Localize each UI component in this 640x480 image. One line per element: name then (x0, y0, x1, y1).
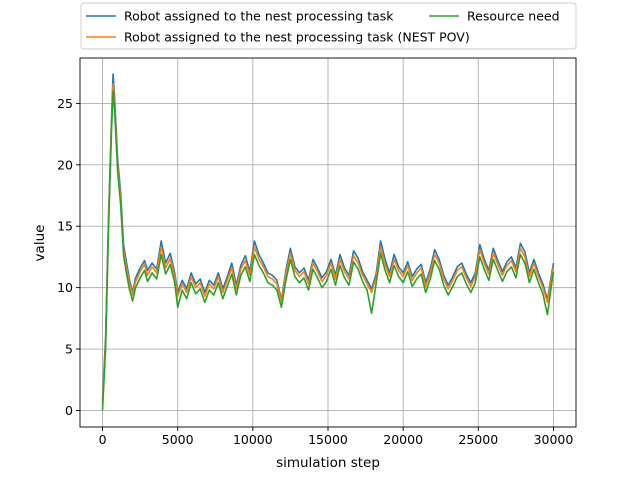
y-axis-label: value (32, 225, 48, 262)
x-tick-label: 10000 (233, 432, 273, 447)
series-layer (101, 73, 555, 411)
series-line-robot-assigned-nest-pov (101, 83, 555, 405)
y-tick-label: 5 (65, 342, 73, 357)
x-axis: 0 5000 10000 15000 20000 25000 30000 (99, 427, 574, 447)
y-tick-label: 15 (57, 219, 73, 234)
y-tick-label: 10 (57, 280, 73, 295)
legend-label-robot-assigned-nest-pov: Robot assigned to the nest processing ta… (124, 30, 470, 45)
series-line-resource-need (101, 90, 555, 411)
y-tick-label: 0 (65, 403, 73, 418)
x-tick-label: 5000 (162, 432, 194, 447)
x-tick-label: 0 (99, 432, 107, 447)
gridlines (80, 58, 576, 427)
y-tick-label: 25 (57, 96, 73, 111)
legend-label-robot-assigned: Robot assigned to the nest processing ta… (124, 9, 394, 24)
legend-label-resource-need: Resource need (467, 9, 560, 24)
x-tick-label: 30000 (534, 432, 574, 447)
y-tick-label: 20 (57, 157, 73, 172)
legend: Robot assigned to the nest processing ta… (80, 2, 577, 50)
legend-box (80, 2, 577, 50)
x-axis-label: simulation step (276, 455, 380, 471)
x-tick-label: 25000 (458, 432, 498, 447)
x-tick-label: 15000 (308, 432, 348, 447)
x-tick-label: 20000 (383, 432, 423, 447)
y-axis: 0 5 10 15 20 25 (57, 96, 80, 418)
